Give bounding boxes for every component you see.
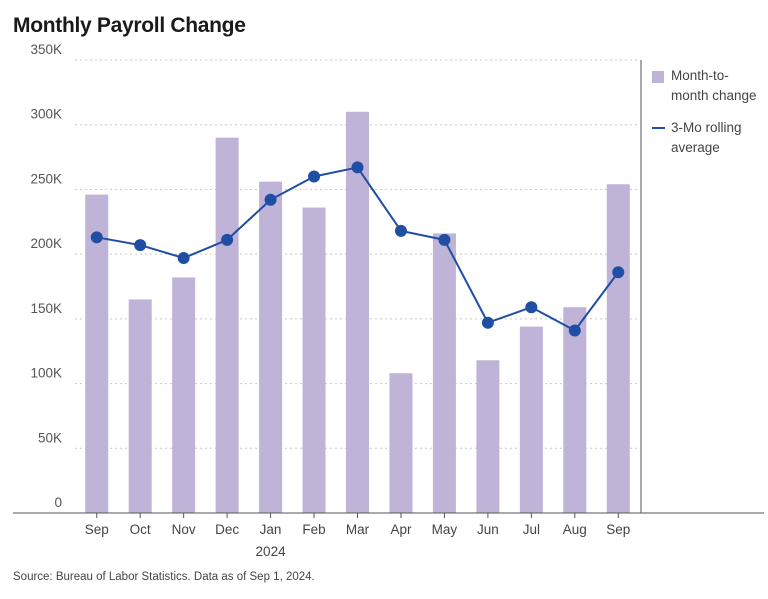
bar (128, 299, 152, 513)
y-tick-label: 250K (30, 171, 62, 186)
legend-label-line: Month-to- (671, 68, 729, 83)
legend-swatch-line (652, 127, 665, 129)
y-tick-label: 150K (30, 301, 62, 316)
bar (389, 373, 413, 513)
legend-label-month-to-month: Month-to- month change (671, 66, 757, 106)
bar (606, 184, 630, 513)
bar (85, 194, 109, 513)
rolling-average-point (308, 170, 321, 183)
rolling-average-point (90, 231, 103, 244)
x-tick-label: Dec (215, 522, 239, 537)
bar (215, 137, 239, 513)
x-tick-label: Sep (606, 522, 630, 537)
rolling-average-point (134, 239, 147, 252)
legend-swatch-bar (652, 71, 664, 83)
y-tick-label: 0 (54, 495, 62, 510)
rolling-average-point (351, 161, 364, 174)
x-tick-label: Jan (260, 522, 282, 537)
bar (172, 277, 196, 513)
rolling-average-point (264, 193, 277, 206)
rolling-average-point (438, 233, 451, 246)
rolling-average-point (481, 316, 494, 329)
chart-title: Monthly Payroll Change (13, 14, 246, 37)
rolling-average-point (177, 252, 190, 265)
y-tick-label: 300K (30, 107, 62, 122)
y-tick-label: 200K (30, 236, 62, 251)
rolling-average-point (612, 266, 625, 279)
bar (302, 207, 326, 513)
x-tick-label: Feb (302, 522, 325, 537)
y-tick-label: 350K (30, 42, 62, 57)
x-year-label: 2024 (256, 544, 287, 559)
x-tick-label: May (432, 522, 458, 537)
rolling-average-point (394, 224, 407, 237)
chart-area: 0 50K 100K 150K 200K 250K 300K 350K Sep Oct Nov Dec… (13, 42, 764, 559)
rolling-average-point (525, 301, 538, 314)
bar (346, 111, 369, 514)
legend-label-line: month change (671, 88, 757, 103)
x-tick-label: Sep (85, 522, 109, 537)
x-tick-label: Nov (172, 522, 196, 537)
y-tick-label: 100K (30, 366, 62, 381)
legend-label-line: average (671, 140, 720, 155)
bar (476, 360, 500, 513)
bar (432, 233, 456, 514)
x-tick-label: Oct (130, 522, 151, 537)
rolling-average-point (568, 324, 581, 337)
y-tick-label: 50K (38, 430, 62, 445)
rolling-average-point (221, 233, 234, 246)
x-tick-label: Jul (523, 522, 540, 537)
x-tick-label: Apr (390, 522, 412, 537)
bar (563, 307, 587, 513)
bar (259, 181, 283, 514)
legend-label-line: 3-Mo rolling (671, 120, 742, 135)
source-note: Source: Bureau of Labor Statistics. Data… (13, 571, 315, 583)
x-tick-label: Aug (563, 522, 587, 537)
legend-label-rolling-average: 3-Mo rolling average (671, 118, 742, 158)
x-tick-label: Jun (477, 522, 499, 537)
bar (519, 326, 543, 513)
x-tick-label: Mar (346, 522, 370, 537)
